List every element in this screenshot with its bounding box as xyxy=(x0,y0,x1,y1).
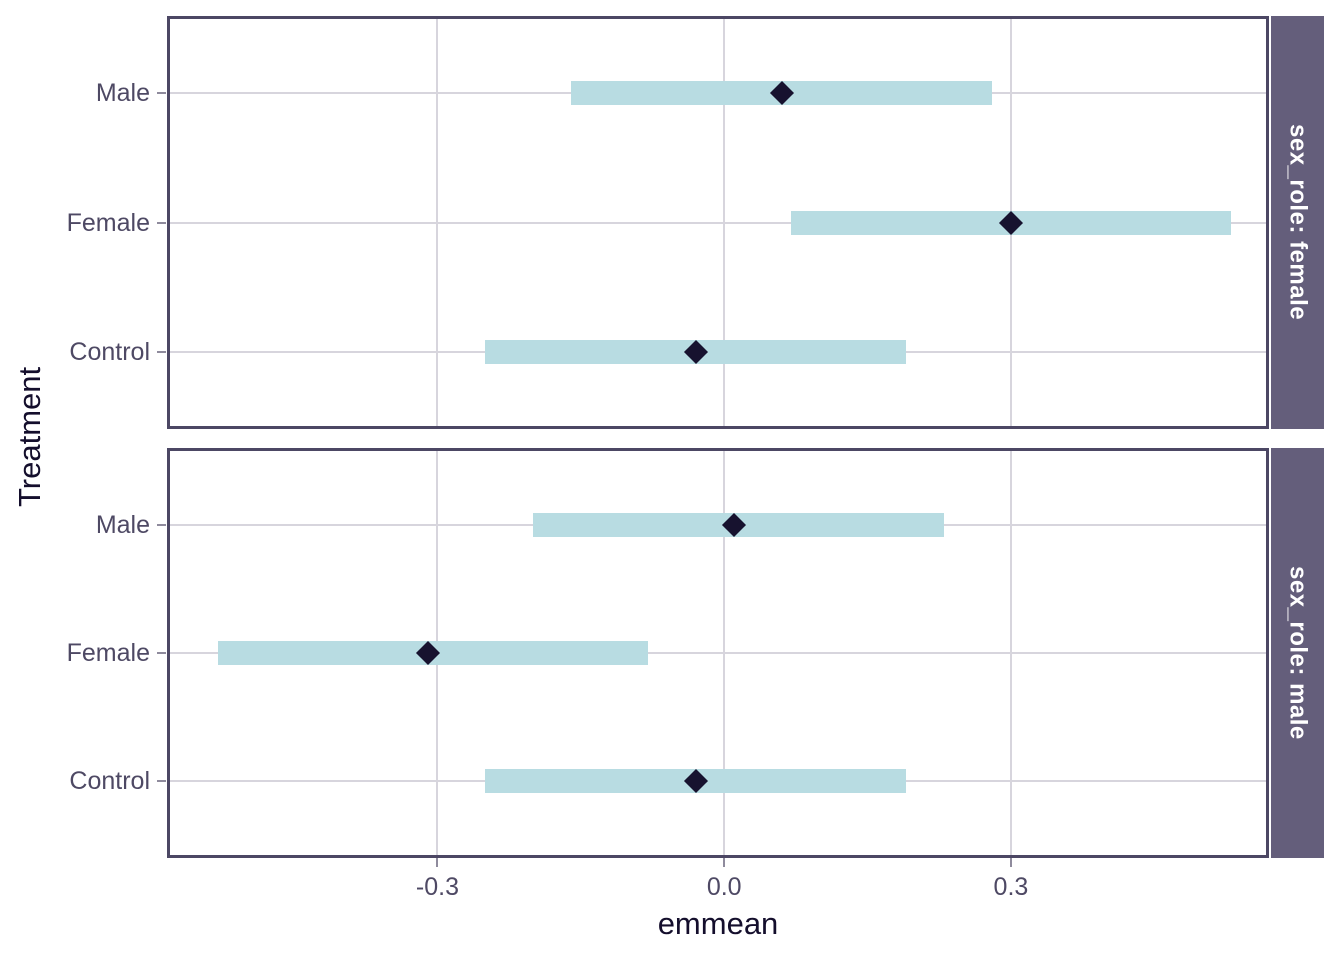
y-tick-label: Female xyxy=(66,208,150,237)
major-gridline-horizontal xyxy=(167,652,1269,654)
x-tick-label: -0.3 xyxy=(415,873,460,901)
facet-strip: sex_role: male xyxy=(1271,448,1324,858)
y-tick-label: Control xyxy=(69,767,150,796)
facet-strip-label: sex_role: male xyxy=(1284,566,1312,740)
y-axis-tick xyxy=(157,780,166,783)
y-tick-label: Male xyxy=(95,510,150,539)
y-tick-label: Male xyxy=(95,79,150,108)
x-tick-label: 0.0 xyxy=(706,873,742,901)
facet-strip: sex_role: female xyxy=(1271,16,1324,429)
facet-strip-label: sex_role: female xyxy=(1284,124,1312,321)
x-axis-tick xyxy=(723,858,726,867)
y-tick-label: Female xyxy=(66,639,150,667)
y-axis-tick xyxy=(157,350,166,353)
x-tick-label: 0.3 xyxy=(993,873,1029,901)
y-axis-tick xyxy=(157,523,166,526)
y-axis-title: Treatment xyxy=(12,366,47,508)
x-axis-tick xyxy=(1009,858,1012,867)
y-tick-label: Control xyxy=(69,337,150,366)
y-axis-tick xyxy=(157,92,166,95)
major-gridline-horizontal xyxy=(167,221,1269,224)
y-axis-tick xyxy=(157,221,166,224)
x-axis-title: emmean xyxy=(657,906,779,941)
y-axis-tick xyxy=(157,652,166,654)
x-axis-tick xyxy=(436,858,439,867)
